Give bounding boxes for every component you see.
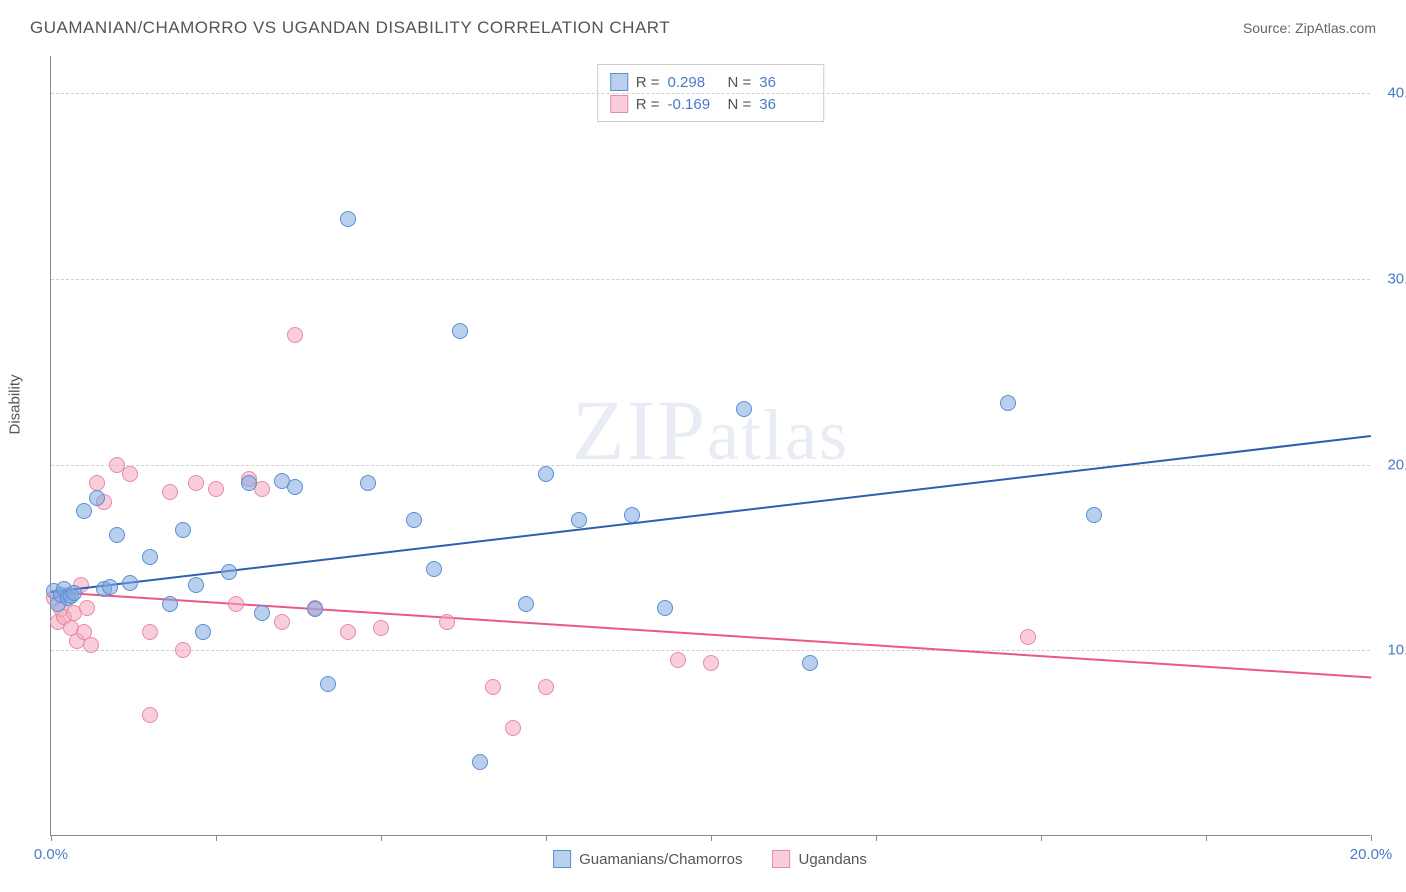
x-tick: [216, 835, 217, 841]
n-value: 36: [759, 96, 811, 113]
data-point: [89, 475, 105, 491]
data-point: [66, 585, 82, 601]
data-point: [439, 614, 455, 630]
legend-swatch: [773, 850, 791, 868]
data-point: [79, 600, 95, 616]
y-tick-label: 40.0%: [1375, 85, 1406, 102]
data-point: [472, 754, 488, 770]
data-point: [83, 637, 99, 653]
data-point: [142, 707, 158, 723]
data-point: [670, 652, 686, 668]
data-point: [208, 481, 224, 497]
n-value: 36: [759, 74, 811, 91]
y-tick-label: 20.0%: [1375, 456, 1406, 473]
r-value: 0.298: [668, 74, 720, 91]
data-point: [1000, 395, 1016, 411]
data-point: [175, 642, 191, 658]
gridline: [51, 93, 1370, 94]
legend-swatch: [610, 73, 628, 91]
data-point: [254, 605, 270, 621]
data-point: [505, 720, 521, 736]
data-point: [188, 577, 204, 593]
data-point: [571, 512, 587, 528]
data-point: [188, 475, 204, 491]
r-label: R =: [636, 74, 660, 91]
x-tick: [711, 835, 712, 841]
data-point: [122, 575, 138, 591]
gridline: [51, 279, 1370, 280]
stats-row: R = 0.298 N = 36: [610, 71, 812, 93]
data-point: [485, 679, 501, 695]
y-axis-title: Disability: [7, 374, 24, 434]
data-point: [142, 624, 158, 640]
x-tick: [876, 835, 877, 841]
data-point: [736, 401, 752, 417]
data-point: [518, 596, 534, 612]
data-point: [76, 503, 92, 519]
data-point: [162, 484, 178, 500]
x-tick: [51, 835, 52, 841]
data-point: [1086, 507, 1102, 523]
legend-item: Guamanians/Chamorros: [553, 850, 742, 868]
data-point: [228, 596, 244, 612]
data-point: [360, 475, 376, 491]
data-point: [538, 466, 554, 482]
r-label: R =: [636, 96, 660, 113]
x-tick: [1206, 835, 1207, 841]
chart-title: GUAMANIAN/CHAMORRO VS UGANDAN DISABILITY…: [30, 18, 670, 38]
data-point: [624, 507, 640, 523]
data-point: [703, 655, 719, 671]
data-point: [142, 549, 158, 565]
source-label: Source: ZipAtlas.com: [1243, 20, 1376, 36]
data-point: [538, 679, 554, 695]
x-tick: [1371, 835, 1372, 841]
data-point: [109, 527, 125, 543]
data-point: [657, 600, 673, 616]
data-point: [89, 490, 105, 506]
x-tick-label: 0.0%: [34, 846, 68, 863]
gridline: [51, 465, 1370, 466]
data-point: [102, 579, 118, 595]
legend-label: Guamanians/Chamorros: [579, 851, 742, 868]
data-point: [373, 620, 389, 636]
data-point: [274, 614, 290, 630]
data-point: [340, 211, 356, 227]
plot-area: ZIPatlas Disability R =0.298N =36R =-0.1…: [50, 56, 1370, 836]
data-point: [452, 323, 468, 339]
legend-swatch: [610, 95, 628, 113]
n-label: N =: [728, 74, 752, 91]
r-value: -0.169: [668, 96, 720, 113]
data-point: [1020, 629, 1036, 645]
x-tick: [546, 835, 547, 841]
data-point: [287, 327, 303, 343]
legend-item: Ugandans: [773, 850, 867, 868]
data-point: [241, 475, 257, 491]
n-label: N =: [728, 96, 752, 113]
gridline: [51, 650, 1370, 651]
chart-container: ZIPatlas Disability R =0.298N =36R =-0.1…: [50, 56, 1370, 836]
data-point: [287, 479, 303, 495]
y-tick-label: 10.0%: [1375, 642, 1406, 659]
data-point: [802, 655, 818, 671]
data-point: [320, 676, 336, 692]
x-tick-label: 20.0%: [1350, 846, 1393, 863]
data-point: [406, 512, 422, 528]
data-point: [122, 466, 138, 482]
series-legend: Guamanians/Chamorros Ugandans: [553, 850, 867, 868]
data-point: [195, 624, 211, 640]
trend-line: [51, 435, 1371, 593]
data-point: [162, 596, 178, 612]
legend-swatch: [553, 850, 571, 868]
legend-label: Ugandans: [799, 851, 867, 868]
data-point: [426, 561, 442, 577]
data-point: [221, 564, 237, 580]
data-point: [307, 601, 323, 617]
x-tick: [381, 835, 382, 841]
data-point: [340, 624, 356, 640]
data-point: [175, 522, 191, 538]
x-tick: [1041, 835, 1042, 841]
stats-row: R = -0.169 N = 36: [610, 93, 812, 115]
y-tick-label: 30.0%: [1375, 270, 1406, 287]
